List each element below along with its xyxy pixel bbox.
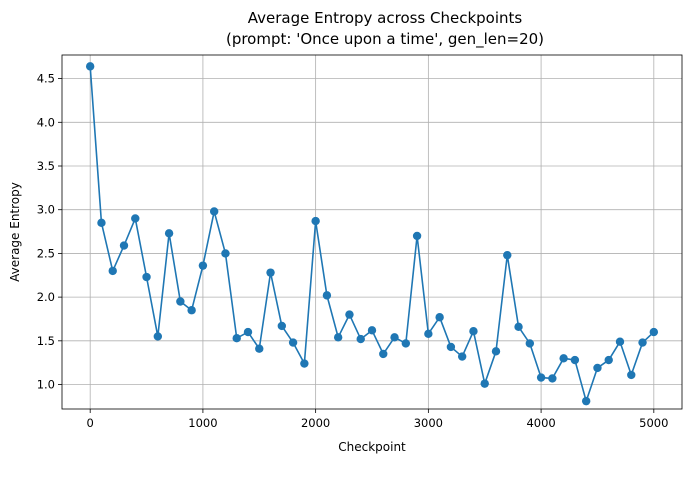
y-tick-label: 1.5 xyxy=(37,334,55,348)
entropy-series xyxy=(85,62,659,406)
data-point xyxy=(345,310,354,319)
data-point xyxy=(446,342,456,352)
x-tick-label: 3000 xyxy=(414,416,443,430)
data-point xyxy=(288,338,298,347)
data-point xyxy=(480,379,489,388)
y-tick-label: 4.0 xyxy=(37,115,55,129)
data-point xyxy=(187,306,196,315)
data-point xyxy=(627,370,636,380)
y-tick-label: 3.5 xyxy=(37,159,55,173)
data-point xyxy=(119,241,129,250)
data-point xyxy=(131,214,140,223)
data-point xyxy=(243,327,253,337)
data-point xyxy=(379,349,388,359)
grid-lines xyxy=(62,55,682,409)
data-point xyxy=(300,359,309,368)
data-point xyxy=(581,396,591,406)
data-point xyxy=(266,268,275,277)
data-point xyxy=(333,333,343,342)
data-point xyxy=(390,333,399,342)
chart-title: Average Entropy across Checkpoints xyxy=(248,9,523,27)
y-axis-label: Average Entropy xyxy=(8,182,22,282)
x-tick-label: 4000 xyxy=(526,416,555,430)
series-line xyxy=(89,66,655,402)
data-point xyxy=(97,218,106,228)
data-point xyxy=(593,363,602,373)
plot-frame xyxy=(61,54,683,410)
data-point xyxy=(209,207,219,216)
data-point xyxy=(198,261,208,270)
data-point xyxy=(221,249,230,258)
data-point xyxy=(424,329,433,339)
y-tick-label: 4.5 xyxy=(37,72,55,86)
y-tick-label: 3.0 xyxy=(37,203,55,217)
data-point xyxy=(85,62,95,71)
data-point xyxy=(277,321,287,331)
x-tick-label: 5000 xyxy=(639,416,668,430)
data-point xyxy=(548,374,557,383)
data-point xyxy=(604,355,613,365)
data-point xyxy=(311,216,320,226)
data-point xyxy=(176,297,185,306)
data-point xyxy=(412,231,422,241)
data-point xyxy=(255,344,264,353)
data-point xyxy=(559,354,568,363)
data-point xyxy=(401,339,411,348)
data-point xyxy=(525,339,535,348)
data-point xyxy=(514,322,523,332)
x-axis-label: Checkpoint xyxy=(338,440,406,454)
data-point xyxy=(367,326,377,335)
data-point xyxy=(153,332,163,341)
y-tick-label: 2.5 xyxy=(37,246,55,260)
x-tick-label: 1000 xyxy=(188,416,217,430)
data-point xyxy=(469,327,478,336)
data-point xyxy=(503,250,512,260)
y-tick-label: 1.0 xyxy=(37,378,55,392)
axis-ticks: 0 1000 2000 3000 4000 5000 1.0 1.5 2.0 2.5 3.0 3.5 4… xyxy=(37,72,669,430)
data-point xyxy=(164,229,174,238)
data-point xyxy=(491,347,501,356)
data-point xyxy=(649,327,659,337)
data-point xyxy=(615,337,625,346)
y-tick-label: 2.0 xyxy=(37,290,55,304)
data-point xyxy=(356,334,365,344)
data-point xyxy=(322,291,332,300)
data-point xyxy=(570,355,580,365)
data-point xyxy=(536,373,546,382)
data-point xyxy=(638,338,647,347)
data-point xyxy=(232,334,241,343)
data-point xyxy=(142,272,151,282)
data-point xyxy=(108,266,117,276)
x-tick-label: 2000 xyxy=(301,416,330,430)
data-point xyxy=(457,352,467,361)
data-point xyxy=(435,313,444,322)
chart-subtitle: (prompt: 'Once upon a time', gen_len=20) xyxy=(226,30,544,49)
x-tick-label: 0 xyxy=(87,416,94,430)
